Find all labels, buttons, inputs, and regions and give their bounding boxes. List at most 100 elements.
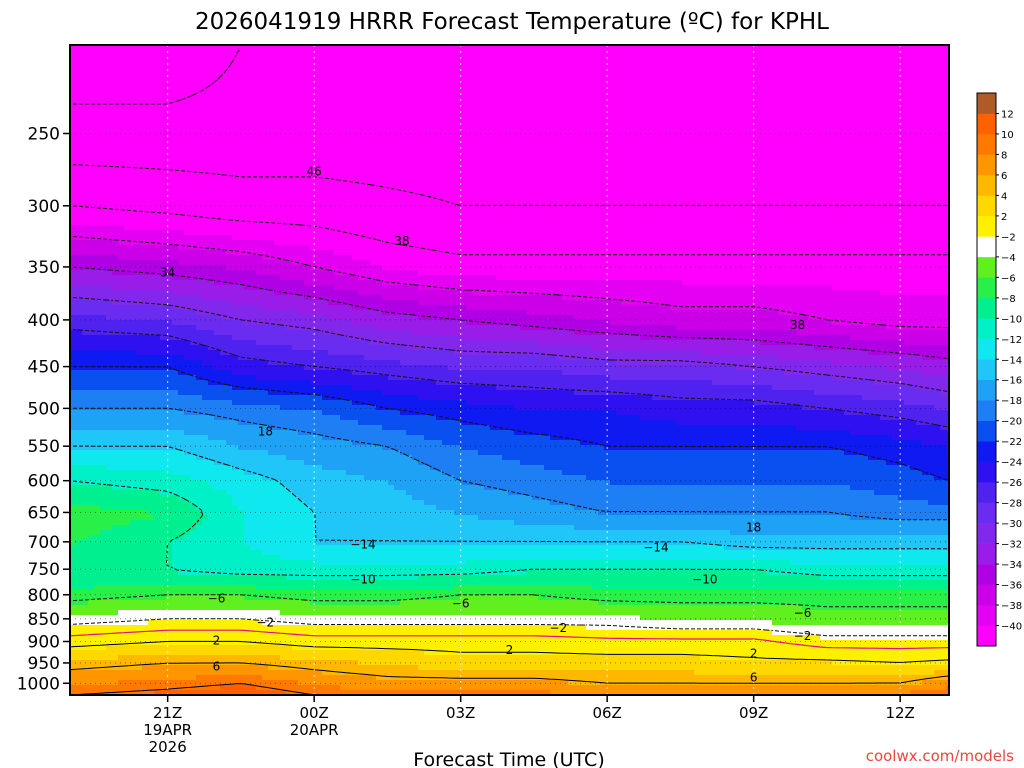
temperature-cell [922, 105, 929, 111]
temperature-cell [790, 55, 797, 61]
temperature-cell [796, 90, 803, 96]
temperature-cell [238, 195, 245, 201]
temperature-cell [148, 100, 155, 106]
temperature-cell [298, 85, 305, 91]
temperature-cell [580, 130, 587, 136]
temperature-cell [766, 95, 773, 101]
temperature-cell [850, 60, 857, 66]
temperature-cell [406, 95, 413, 101]
temperature-cell [190, 180, 197, 186]
temperature-cell [694, 125, 701, 131]
temperature-cell [940, 85, 947, 91]
temperature-cell [814, 110, 821, 116]
temperature-cell [478, 80, 485, 86]
temperature-cell [946, 100, 949, 106]
temperature-cell [298, 125, 305, 131]
temperature-cell [766, 100, 773, 106]
temperature-cell [832, 50, 839, 56]
temperature-cell [316, 45, 323, 51]
temperature-cell [676, 60, 683, 66]
temperature-cell [898, 105, 905, 111]
temperature-cell [826, 185, 833, 191]
temperature-cell [106, 135, 113, 141]
temperature-cell [598, 180, 605, 186]
temperature-cell [382, 85, 389, 91]
temperature-cell [874, 55, 881, 61]
temperature-cell [274, 50, 281, 56]
temperature-cell [280, 180, 287, 186]
temperature-cell [424, 70, 431, 76]
temperature-cell [178, 55, 185, 61]
temperature-cell [622, 160, 629, 166]
temperature-cell [406, 205, 413, 211]
temperature-cell [388, 125, 395, 131]
temperature-cell [298, 90, 305, 96]
temperature-cell [754, 55, 761, 61]
temperature-cell [460, 205, 467, 211]
temperature-cell [676, 190, 683, 196]
temperature-cell [94, 115, 101, 121]
temperature-cell [772, 80, 779, 86]
temperature-cell [268, 85, 275, 91]
temperature-cell [928, 170, 935, 176]
temperature-cell [718, 185, 725, 191]
temperature-cell [268, 95, 275, 101]
temperature-cell [514, 150, 521, 156]
temperature-cell [874, 110, 881, 116]
temperature-cell [928, 125, 935, 131]
temperature-cell [280, 55, 287, 61]
temperature-cell [796, 115, 803, 121]
temperature-cell [856, 140, 863, 146]
temperature-cell [166, 65, 173, 71]
temperature-cell [514, 160, 521, 166]
temperature-cell [658, 175, 665, 181]
temperature-cell [244, 170, 251, 176]
temperature-cell [220, 195, 227, 201]
temperature-cell [946, 170, 949, 176]
temperature-cell [460, 60, 467, 66]
temperature-cell [676, 70, 683, 76]
temperature-cell [292, 110, 299, 116]
temperature-cell [742, 60, 749, 66]
temperature-cell [622, 135, 629, 141]
temperature-cell [754, 90, 761, 96]
temperature-cell [712, 170, 719, 176]
temperature-cell [604, 130, 611, 136]
temperature-cell [574, 135, 581, 141]
temperature-cell [346, 95, 353, 101]
temperature-cell [172, 190, 179, 196]
temperature-cell [892, 180, 899, 186]
temperature-cell [754, 165, 761, 171]
temperature-cell [550, 65, 557, 71]
temperature-cell [472, 155, 479, 161]
temperature-cell [220, 130, 227, 136]
temperature-cell [712, 180, 719, 186]
temperature-cell [766, 150, 773, 156]
temperature-cell [238, 85, 245, 91]
temperature-cell [376, 210, 383, 216]
temperature-cell [250, 110, 257, 116]
temperature-cell [430, 75, 437, 81]
temperature-cell [730, 55, 737, 61]
temperature-cell [724, 185, 731, 191]
temperature-cell [652, 145, 659, 151]
temperature-cell [484, 140, 491, 146]
temperature-cell [334, 155, 341, 161]
temperature-cell [262, 60, 269, 66]
temperature-cell [886, 175, 893, 181]
temperature-cell [382, 60, 389, 66]
temperature-cell [658, 65, 665, 71]
temperature-cell [178, 80, 185, 86]
temperature-cell [298, 65, 305, 71]
temperature-cell [298, 145, 305, 151]
temperature-cell [106, 75, 113, 81]
temperature-cell [214, 115, 221, 121]
temperature-cell [358, 150, 365, 156]
temperature-cell [610, 135, 617, 141]
temperature-cell [370, 100, 377, 106]
temperature-cell [946, 110, 949, 116]
temperature-cell [370, 70, 377, 76]
temperature-cell [310, 95, 317, 101]
temperature-cell [412, 110, 419, 116]
temperature-cell [526, 165, 533, 171]
